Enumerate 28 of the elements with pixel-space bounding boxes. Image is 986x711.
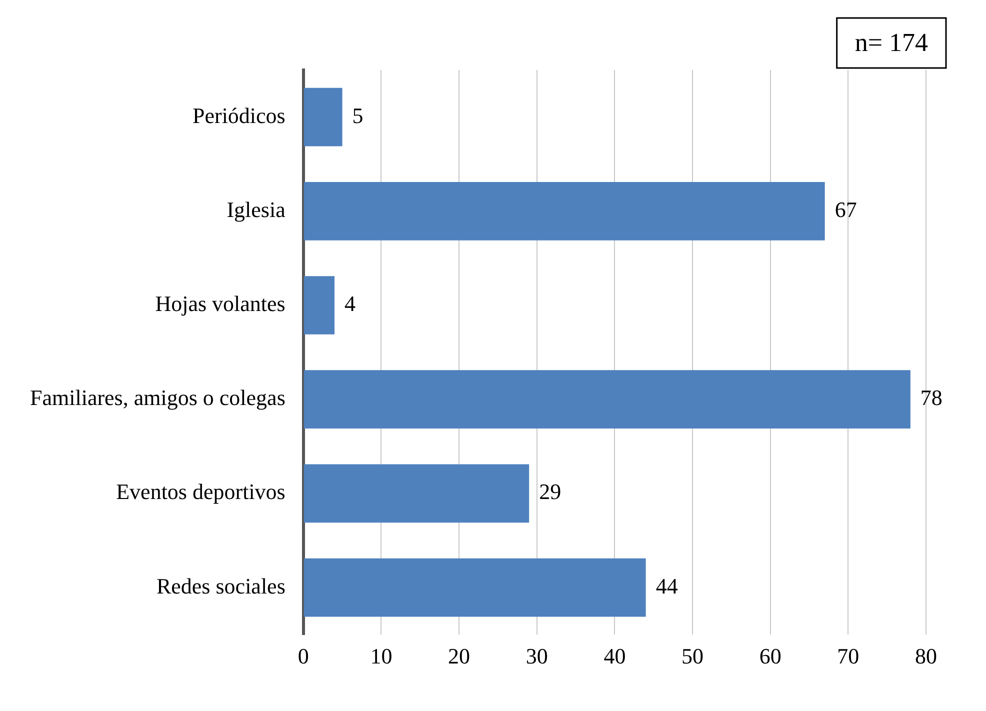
x-tick-label: 50 bbox=[682, 644, 704, 669]
x-tick-label: 30 bbox=[526, 644, 548, 669]
bar bbox=[304, 558, 646, 617]
text: n= 174 bbox=[854, 28, 928, 57]
bar bbox=[304, 370, 910, 429]
y-tick-label: Iglesia bbox=[226, 196, 286, 222]
data-label: 4 bbox=[344, 291, 356, 316]
y-tick-label: Periódicos bbox=[192, 102, 286, 128]
x-tick-label: 0 bbox=[298, 644, 309, 669]
y-tick-label: Familiares, amigos o colegas bbox=[30, 385, 286, 410]
y-tick-label: Redes sociales bbox=[156, 573, 286, 598]
x-tick-label: 60 bbox=[759, 644, 782, 669]
x-tick-label: 20 bbox=[448, 644, 470, 669]
bar bbox=[304, 182, 825, 240]
data-label: 67 bbox=[834, 196, 857, 222]
data-label: 29 bbox=[539, 479, 562, 504]
data-label: 5 bbox=[352, 102, 364, 128]
x-tick-label: 10 bbox=[370, 644, 392, 669]
y-tick-label: Eventos deportivos bbox=[116, 479, 286, 504]
x-tick-label: 80 bbox=[915, 644, 937, 669]
bar bbox=[304, 276, 335, 334]
data-label: 78 bbox=[920, 385, 942, 410]
y-tick-label: Hojas volantes bbox=[155, 291, 286, 316]
data-label: 44 bbox=[656, 573, 678, 598]
bar bbox=[304, 464, 530, 523]
x-tick-label: 70 bbox=[837, 644, 860, 669]
bar bbox=[304, 88, 342, 146]
x-tick-label: 40 bbox=[604, 644, 626, 669]
